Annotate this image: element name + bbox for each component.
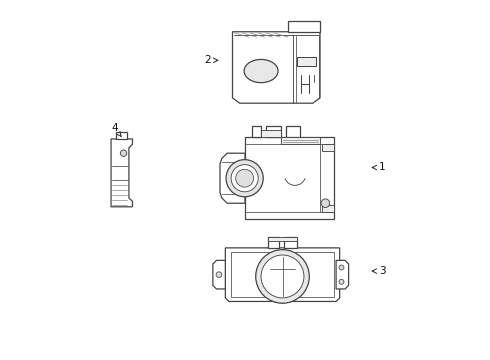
Polygon shape <box>297 57 317 66</box>
Text: 2: 2 <box>204 55 218 65</box>
Polygon shape <box>261 130 281 137</box>
Circle shape <box>339 279 344 284</box>
Polygon shape <box>213 260 225 289</box>
Polygon shape <box>322 144 334 152</box>
Polygon shape <box>220 153 245 203</box>
Polygon shape <box>322 205 334 212</box>
Polygon shape <box>267 126 281 137</box>
Text: 1: 1 <box>372 162 386 172</box>
Polygon shape <box>245 137 334 219</box>
Polygon shape <box>284 237 297 248</box>
Polygon shape <box>268 237 297 242</box>
Text: 3: 3 <box>372 266 386 276</box>
Circle shape <box>236 169 253 187</box>
Circle shape <box>121 150 127 157</box>
Polygon shape <box>268 237 279 248</box>
Circle shape <box>231 165 258 192</box>
Text: 4: 4 <box>111 123 121 136</box>
Polygon shape <box>288 21 320 32</box>
Circle shape <box>256 249 309 303</box>
Circle shape <box>321 199 330 207</box>
Circle shape <box>339 265 344 270</box>
Polygon shape <box>281 137 320 144</box>
Circle shape <box>261 255 304 298</box>
Polygon shape <box>225 248 340 301</box>
Circle shape <box>216 272 222 278</box>
Polygon shape <box>252 126 261 137</box>
Polygon shape <box>286 126 300 137</box>
Polygon shape <box>232 32 320 103</box>
Ellipse shape <box>244 59 278 83</box>
Polygon shape <box>336 260 348 289</box>
Polygon shape <box>111 139 132 207</box>
Polygon shape <box>117 132 127 139</box>
Circle shape <box>226 159 263 197</box>
